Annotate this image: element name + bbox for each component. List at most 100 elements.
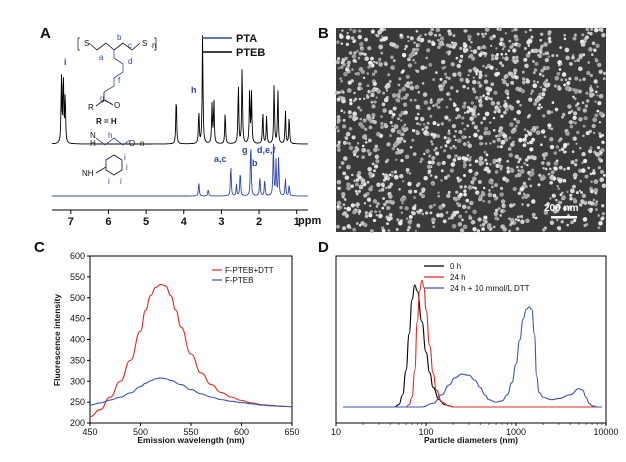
tem-particle bbox=[466, 110, 470, 114]
tem-particle bbox=[427, 106, 431, 111]
struct-s1: S bbox=[84, 39, 89, 48]
tem-particle bbox=[398, 89, 402, 93]
tem-particle bbox=[445, 139, 450, 144]
tem-particle bbox=[479, 224, 482, 227]
tem-particle bbox=[473, 132, 478, 138]
tem-particle bbox=[531, 212, 536, 217]
tem-particle bbox=[423, 152, 426, 156]
tem-particle bbox=[451, 44, 456, 49]
tem-particle bbox=[500, 114, 504, 118]
tem-particle bbox=[504, 53, 508, 56]
tem-particle bbox=[538, 72, 542, 76]
tem-particle bbox=[481, 222, 486, 227]
tem-particle bbox=[398, 77, 402, 81]
tem-particle bbox=[421, 194, 426, 198]
tem-particle bbox=[511, 42, 515, 47]
tem-particle bbox=[555, 198, 558, 202]
tem-particle bbox=[404, 44, 408, 48]
tem-particle bbox=[357, 175, 362, 180]
tem-particle bbox=[450, 41, 454, 44]
tem-particle bbox=[391, 124, 394, 128]
tem-particle bbox=[384, 36, 388, 41]
tem-particle bbox=[368, 60, 373, 66]
tem-particle bbox=[569, 124, 574, 129]
tem-particle bbox=[336, 179, 342, 185]
tem-particle bbox=[514, 154, 520, 159]
tem-particle bbox=[489, 163, 492, 166]
annot-b: b bbox=[252, 158, 258, 168]
tem-particle bbox=[527, 51, 531, 55]
tem-particle bbox=[336, 205, 340, 209]
tem-particle bbox=[538, 173, 542, 177]
fluor-y-tick-label: 500 bbox=[70, 293, 85, 303]
tem-particle bbox=[452, 210, 457, 216]
tem-particle bbox=[428, 63, 433, 67]
tem-particle bbox=[597, 165, 602, 170]
tem-particle bbox=[366, 113, 371, 119]
tem-particle bbox=[508, 217, 511, 220]
tem-particle bbox=[581, 193, 587, 199]
tem-particle bbox=[408, 172, 412, 175]
tem-particle bbox=[426, 164, 432, 169]
tem-particle bbox=[453, 135, 456, 138]
tem-particle bbox=[406, 84, 410, 89]
legend-fpteb-dtt-label: F-PTEB+DTT bbox=[225, 266, 274, 275]
tem-particle bbox=[415, 51, 418, 55]
tem-particle bbox=[373, 164, 379, 169]
tem-particle bbox=[483, 168, 487, 172]
tem-particle bbox=[466, 154, 470, 157]
tem-particle bbox=[453, 146, 457, 150]
tem-particle bbox=[342, 124, 347, 129]
tem-particle bbox=[484, 74, 488, 78]
tem-particle bbox=[343, 111, 346, 114]
tem-particle bbox=[336, 115, 341, 119]
tem-particle bbox=[449, 146, 453, 150]
tem-particle bbox=[395, 158, 398, 161]
tem-particle bbox=[358, 29, 362, 33]
tem-particle bbox=[556, 71, 561, 76]
tem-particle bbox=[428, 31, 433, 36]
tem-particle bbox=[337, 186, 341, 191]
tem-particle bbox=[597, 101, 602, 106]
tem-particle bbox=[563, 142, 568, 148]
tem-particle bbox=[421, 128, 425, 131]
tem-particle bbox=[376, 89, 382, 94]
tem-particle bbox=[385, 159, 389, 163]
tem-particle bbox=[556, 218, 559, 222]
tem-particle bbox=[559, 46, 562, 49]
tem-particle bbox=[554, 75, 560, 81]
tem-particle bbox=[452, 102, 456, 105]
tem-particle bbox=[557, 226, 562, 231]
tem-particle bbox=[522, 80, 526, 85]
tem-particle bbox=[370, 229, 374, 233]
tem-particle bbox=[532, 129, 536, 133]
tem-particle bbox=[494, 105, 499, 110]
tem-particle bbox=[375, 214, 378, 217]
tem-particle bbox=[436, 213, 441, 218]
tem-particle bbox=[359, 117, 363, 121]
tem-particle bbox=[574, 90, 578, 95]
fluor-y-tick-label: 350 bbox=[70, 355, 85, 365]
tem-particle bbox=[519, 186, 525, 191]
tem-particle bbox=[585, 131, 590, 136]
tem-particle bbox=[576, 106, 582, 112]
tem-particle bbox=[506, 159, 510, 163]
tem-particle bbox=[470, 101, 474, 105]
tem-particle bbox=[514, 124, 518, 128]
tem-particle bbox=[391, 146, 396, 151]
tem-particle bbox=[405, 93, 409, 97]
tem-particle bbox=[420, 37, 425, 42]
tem-particle bbox=[471, 181, 475, 185]
tem-particle bbox=[374, 210, 377, 214]
tem-particle bbox=[497, 110, 501, 114]
tem-particle bbox=[391, 115, 394, 119]
dls-ticks: 10 100 1000 10000 bbox=[331, 423, 619, 437]
tem-particle bbox=[433, 148, 437, 152]
tem-particle bbox=[499, 168, 503, 171]
tem-particle bbox=[412, 47, 416, 52]
tem-particle bbox=[413, 98, 417, 102]
tem-particle bbox=[596, 145, 601, 150]
tem-particle bbox=[474, 159, 479, 163]
tem-particle bbox=[432, 121, 437, 126]
tem-particle bbox=[399, 174, 404, 179]
